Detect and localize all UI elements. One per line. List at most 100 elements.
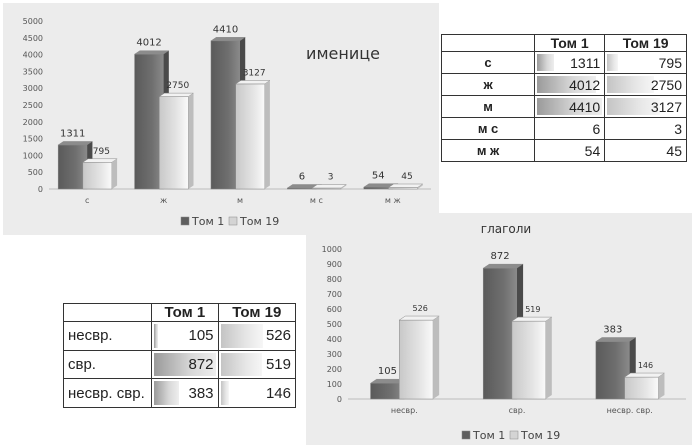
bar-side (188, 93, 194, 189)
databar (154, 352, 216, 377)
cell-tom1: 4410 (534, 95, 606, 118)
cell-value: 105 (188, 327, 214, 345)
data-label: 3 (328, 173, 334, 183)
header-tom19: Том 19 (217, 303, 297, 322)
nouns-table-panel: Том 1 Том 19 с 1311 795 ж 4012 2750 м 4410 3127 м… (440, 34, 687, 162)
y-tick-label: 0 (38, 185, 43, 194)
row-label: м ж (440, 139, 536, 162)
header-tom19: Том 19 (604, 34, 687, 52)
table-row: несвр. свр. 383 146 (62, 378, 297, 408)
data-label: 45 (401, 172, 412, 182)
cell-value: 54 (584, 142, 601, 159)
y-tick-label: 200 (327, 365, 342, 374)
databar (220, 381, 230, 405)
header-tom1: Том 1 (151, 303, 219, 322)
databar (537, 76, 596, 93)
legend-label: Том 19 (520, 429, 560, 442)
y-tick-label: 500 (28, 168, 43, 177)
cell-value: 519 (265, 355, 291, 373)
bar-top (210, 37, 247, 42)
nouns-table-body: с 1311 795 ж 4012 2750 м 4410 3127 м с 6 3 м ж 54 45 (440, 51, 687, 162)
bar-top (82, 158, 118, 163)
row-label: ж (440, 73, 536, 96)
legend-swatch (509, 430, 519, 440)
bar-tom1 (134, 53, 164, 190)
data-label: 54 (372, 171, 385, 182)
cell-value: 526 (265, 327, 291, 345)
nouns-table: Том 1 Том 19 с 1311 795 ж 4012 2750 м 4410 3127 м… (440, 34, 687, 162)
cell-tom1: 6 (534, 117, 606, 140)
cell-value: 2750 (650, 76, 682, 93)
data-label: 2750 (166, 81, 189, 91)
legend-swatch (228, 216, 238, 226)
nouns-chart-panel: именице 0 500 1000 1500 2000 2500 3000 3500 4000 4… (3, 3, 439, 235)
cell-tom19: 3 (604, 117, 687, 140)
bar-tom19 (235, 83, 265, 190)
bar-tom19 (624, 376, 659, 400)
bar-tom19 (511, 320, 546, 400)
y-tick-label: 100 (327, 380, 342, 389)
legend-label: Том 1 (191, 215, 224, 228)
bar-side (545, 317, 552, 399)
bar-side (111, 158, 118, 189)
x-tick-label: с (85, 196, 89, 205)
bar-tom19 (158, 96, 189, 190)
cell-value: 872 (188, 355, 214, 373)
cell-tom1: 54 (534, 139, 606, 162)
cell-value: 45 (666, 142, 682, 159)
cell-tom19: 519 (217, 349, 297, 380)
verbs-table-body: несвр. 105 526 свр. 872 519 несвр. свр. 383 146 (62, 321, 297, 408)
bar-top (398, 315, 440, 321)
data-label: 872 (491, 251, 510, 262)
y-tick-label: 5000 (23, 17, 43, 26)
bar-top (133, 50, 170, 55)
cell-tom19: 146 (217, 378, 297, 408)
bar-tom1 (482, 267, 518, 400)
x-tick-label: м с (310, 196, 323, 205)
y-tick-label: 600 (327, 305, 342, 314)
x-tick-label: м ж (385, 196, 401, 205)
bar-top (595, 337, 637, 342)
bar-top (387, 183, 424, 188)
y-tick-label: 3000 (23, 84, 43, 93)
cell-value: 3127 (650, 98, 682, 115)
databar (220, 352, 263, 377)
databar (220, 324, 263, 348)
databar (607, 76, 654, 93)
verbs-table: Том 1 Том 19 несвр. 105 526 свр. 872 519 несвр… (62, 303, 297, 408)
cell-tom19: 795 (604, 51, 687, 74)
cell-tom19: 2750 (604, 73, 687, 96)
cell-value: 4410 (569, 98, 601, 115)
cell-value: 146 (265, 384, 291, 402)
data-label: 526 (413, 304, 428, 313)
data-label: 6 (299, 172, 305, 183)
verbs-table-panel: Том 1 Том 19 несвр. 105 526 свр. 872 519 несвр… (62, 303, 297, 408)
table-row: м с 6 3 (440, 117, 687, 140)
y-tick-label: 1000 (322, 245, 342, 254)
cell-tom1: 105 (151, 321, 219, 351)
databar (537, 54, 554, 71)
bar-tom1 (210, 40, 241, 190)
legend-label: Том 1 (472, 429, 505, 442)
bar-top (234, 80, 271, 85)
cell-tom19: 3127 (604, 95, 687, 118)
table-header-row: Том 1 Том 19 (62, 303, 297, 322)
y-tick-label: 500 (327, 320, 342, 329)
y-tick-label: 700 (327, 290, 342, 299)
y-tick-label: 3500 (23, 67, 43, 76)
row-label: несвр. свр. (62, 378, 153, 408)
y-tick-label: 2500 (23, 101, 43, 110)
data-label: 4410 (213, 24, 238, 35)
bar-tom19 (82, 162, 113, 190)
table-row: свр. 872 519 (62, 349, 297, 380)
bar-top (482, 263, 524, 269)
bar-side (417, 184, 423, 189)
cell-tom19: 45 (604, 139, 687, 162)
y-tick-label: 2000 (23, 118, 43, 127)
cell-tom1: 383 (151, 378, 219, 408)
chart-title: именице (306, 44, 380, 63)
x-tick-label: несвр. свр. (607, 406, 653, 415)
row-label: м (440, 95, 536, 118)
cell-tom1: 872 (151, 349, 219, 380)
table-row: м 4410 3127 (440, 95, 687, 118)
